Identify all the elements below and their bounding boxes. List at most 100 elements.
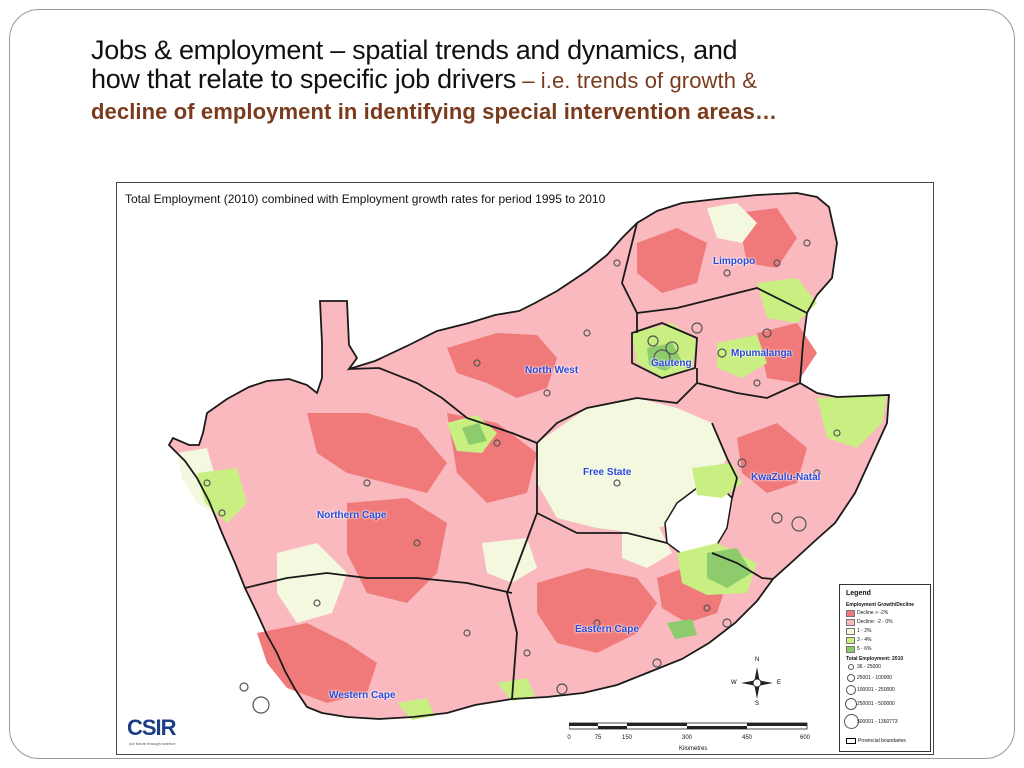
- border-lim-mp: [636, 287, 808, 314]
- border-nc-wc: [244, 572, 513, 594]
- legend-total-label: 36 - 25000: [857, 664, 881, 670]
- employment-circle: [543, 389, 551, 397]
- zone-pale-lim: [707, 203, 757, 243]
- employment-circle: [762, 328, 772, 338]
- scale-unit: Kilometres: [679, 746, 708, 752]
- legend-circle-icon: [847, 674, 855, 682]
- employment-circle: [773, 259, 781, 267]
- provincial-boundaries: [167, 192, 890, 720]
- slide-title: Jobs & employment – spatial trends and d…: [91, 36, 971, 129]
- employment-circle: [413, 539, 421, 547]
- compass-s: S: [755, 701, 760, 707]
- employment-circle: [753, 379, 761, 387]
- legend-total-label: 250001 - 500000: [857, 701, 895, 707]
- legend-swatch: [846, 619, 855, 626]
- scale-tick: 150: [621, 735, 633, 741]
- employment-circle: [523, 649, 531, 657]
- employment-circle: [803, 239, 811, 247]
- scale-tick: 75: [594, 735, 602, 741]
- compass-n: N: [755, 657, 760, 663]
- border-nc-nw: [348, 367, 538, 444]
- legend-total-label: 25001 - 100000: [857, 675, 893, 681]
- employment-circle: [791, 516, 807, 532]
- zone-green-mp: [717, 335, 767, 378]
- employment-circle: [691, 322, 703, 334]
- scale-tick: 300: [681, 735, 693, 741]
- province-label-eastern-cape: Eastern Cape: [575, 624, 639, 635]
- legend-total-heading: Total Employment: 2010: [846, 656, 904, 662]
- legend-swatch: [846, 637, 855, 644]
- employment-circle: [593, 619, 601, 627]
- compass: N S E W: [731, 657, 781, 707]
- legend-swatch: [846, 610, 855, 617]
- zone-red-ec1: [537, 568, 657, 653]
- legend-circle-icon: [844, 714, 859, 729]
- compass-rose-icon: [741, 667, 773, 699]
- zone-dg-kzn: [707, 548, 752, 588]
- province-label-mpumalanga: Mpumalanga: [731, 348, 793, 359]
- border-gt: [631, 322, 698, 379]
- legend-growth-label: Decline: -2 - 0%: [857, 619, 893, 625]
- border-kzn-ec: [711, 552, 774, 580]
- province-label-northern-cape: Northern Cape: [317, 510, 387, 521]
- employment-circle: [613, 259, 621, 267]
- province-label-limpopo: Limpopo: [713, 256, 756, 267]
- legend-growth-label: Decline > -2%: [857, 610, 889, 616]
- zone-pale-nc: [277, 543, 347, 623]
- employment-circle: [239, 682, 249, 692]
- zone-red-wc: [257, 623, 377, 703]
- scale-tick: 450: [741, 735, 753, 741]
- employment-circle: [463, 629, 471, 637]
- employment-circle: [717, 348, 727, 358]
- legend-total-label: 100001 - 250000: [857, 687, 895, 693]
- slide-frame: [9, 9, 1015, 759]
- border-fs-kzn: [711, 422, 738, 499]
- employment-circle: [218, 509, 226, 517]
- employment-circle: [703, 604, 711, 612]
- title-line-2-sub: – i.e. trends of growth &: [516, 68, 758, 93]
- legend-growth-label: 5 - 6%: [857, 646, 872, 652]
- employment-circle: [771, 512, 783, 524]
- csir-logo: CSIR our future through science: [127, 715, 187, 749]
- employment-circle: [653, 349, 671, 367]
- zone-dg-gt: [647, 343, 682, 371]
- employment-circles: [203, 239, 841, 714]
- logo-text: CSIR: [127, 715, 177, 740]
- employment-circle: [647, 335, 659, 347]
- map-panel: Total Employment (2010) combined with Em…: [116, 182, 934, 755]
- employment-circle: [556, 683, 568, 695]
- legend-circle-icon: [848, 664, 854, 670]
- employment-circle: [723, 269, 731, 277]
- zone-green-wc: [397, 698, 435, 720]
- country-border: [167, 192, 890, 720]
- zone-green-lim: [757, 278, 817, 323]
- zone-red-nw: [447, 333, 557, 398]
- scale-tick: 0: [567, 735, 571, 741]
- map-title: Total Employment (2010) combined with Em…: [125, 192, 606, 206]
- title-line-2: how that relate to specific job drivers: [91, 64, 517, 94]
- zone-dg-ec: [667, 619, 697, 639]
- border-nc-ec: [506, 512, 538, 700]
- legend-growth-label: 3 - 4%: [857, 637, 872, 643]
- employment-circle: [252, 696, 270, 714]
- zone-green-fs: [692, 463, 742, 498]
- employment-circle: [665, 341, 679, 355]
- logo-tagline: our future through science: [129, 741, 176, 746]
- zone-dg-nw: [462, 423, 487, 445]
- province-label-western-cape: Western Cape: [329, 690, 396, 701]
- employment-circle: [652, 658, 662, 668]
- province-label-kwazulu-natal: KwaZulu-Natal: [751, 472, 821, 483]
- employment-circle: [813, 469, 821, 477]
- scale-bar-graphic: [569, 722, 808, 730]
- legend-growth-label: 1 - 2%: [857, 628, 872, 634]
- title-line-1: Jobs & employment – spatial trends and d…: [91, 35, 738, 65]
- zone-red-nc1: [307, 413, 447, 493]
- legend-circle-icon: [845, 698, 857, 710]
- employment-circle: [722, 618, 732, 628]
- province-label-north-west: North West: [525, 365, 579, 376]
- employment-circle: [363, 479, 371, 487]
- employment-circle: [493, 439, 501, 447]
- border-mp-kzn: [696, 382, 801, 399]
- compass-w: W: [731, 680, 737, 686]
- employment-circle: [833, 429, 841, 437]
